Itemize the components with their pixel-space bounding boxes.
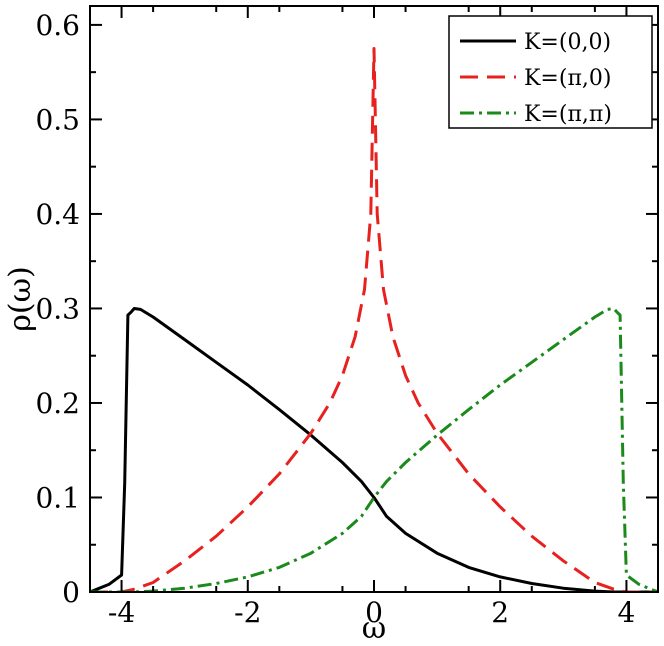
y-tick-label: 0.2 — [35, 387, 80, 420]
y-tick-label: 0.6 — [35, 9, 80, 42]
y-tick-label: 0 — [62, 576, 80, 609]
tick-labels-layer: -4 -2 0 2 4 0 0.1 0.2 0.3 0.4 0.5 0.6 — [35, 9, 635, 629]
legend-label-2: K=(π,0) — [524, 66, 611, 91]
series-line-3 — [90, 307, 658, 592]
x-axis-label: ω — [362, 611, 386, 646]
y-tick-label: 0.4 — [35, 198, 80, 231]
legend-box — [448, 15, 653, 129]
legend-label-3: K=(π,π) — [524, 102, 612, 127]
y-tick-label: 0.5 — [35, 103, 80, 136]
series-line-2 — [90, 47, 658, 592]
y-tick-label: 0.1 — [35, 481, 80, 514]
legend-label-1: K=(0,0) — [524, 30, 611, 55]
x-tick-label: -4 — [108, 596, 135, 629]
x-tick-label: 0 — [365, 596, 383, 629]
y-axis-label: ρ(ω) — [3, 266, 38, 332]
x-tick-label: 4 — [618, 596, 636, 629]
x-tick-label: -2 — [234, 596, 261, 629]
series-line-1 — [90, 307, 658, 592]
legend: K=(0,0) K=(π,0) K=(π,π) — [448, 15, 653, 129]
x-tick-label: 2 — [491, 596, 509, 629]
legend-items: K=(0,0) K=(π,0) K=(π,π) — [460, 30, 612, 127]
y-tick-label: 0.3 — [35, 292, 80, 325]
series-layer — [90, 47, 658, 592]
